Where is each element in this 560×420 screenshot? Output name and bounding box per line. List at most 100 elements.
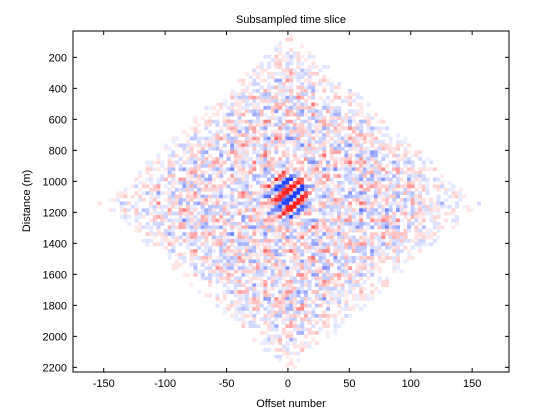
heatmap-cell [396,208,400,212]
heatmap-cell [447,181,452,185]
heatmap-cell [226,290,231,294]
heatmap-cell [307,222,312,226]
heatmap-cell [436,222,441,226]
heatmap-cell [278,269,283,274]
heatmap-cell [289,164,294,168]
heatmap-cell [300,320,305,325]
heatmap-cell [388,160,393,165]
heatmap-cell [193,119,198,124]
heatmap-cell [340,320,345,325]
heatmap-cell [211,184,216,189]
heatmap-cell [296,279,301,284]
heatmap-cell [281,259,286,264]
heatmap-cell [385,242,389,247]
heatmap-cell [186,273,190,277]
heatmap-cell [351,208,356,212]
heatmap-cell [281,201,286,206]
heatmap-cell [362,170,367,175]
heatmap-cell [292,245,297,250]
heatmap-cell [344,259,349,264]
heatmap-cell [303,133,308,137]
heatmap-cell [296,61,301,66]
heatmap-cell [145,242,150,247]
heatmap-cell [307,78,312,83]
heatmap-cell [171,249,176,253]
heatmap-cell [289,337,294,342]
heatmap-cell [373,126,378,131]
heatmap-cell [303,106,308,110]
heatmap-cell [193,266,198,270]
heatmap-cell [267,198,272,202]
heatmap-cell [215,119,220,124]
heatmap-cell [337,300,342,305]
heatmap-cell [278,133,283,137]
heatmap-cell [300,194,305,199]
heatmap-cell [248,286,253,291]
heatmap-cell [208,160,213,165]
heatmap-cell [370,126,375,131]
heatmap-cell [381,153,386,158]
heatmap-cell [215,164,220,168]
heatmap-cell [403,239,408,243]
heatmap-cell [222,99,227,103]
heatmap-cell [241,194,246,199]
heatmap-cell [244,119,249,124]
heatmap-cell [414,215,419,219]
heatmap-cell [211,167,216,172]
heatmap-cell [303,204,308,209]
heatmap-cell [252,106,257,110]
heatmap-cell [314,314,319,318]
heatmap-cell [425,157,430,161]
heatmap-cell [407,211,412,216]
heatmap-cell [322,286,327,291]
heatmap-cell [314,218,319,223]
heatmap-cell [263,204,268,209]
heatmap-cell [344,245,349,250]
heatmap-cell [241,89,246,93]
heatmap-cell [119,208,124,212]
heatmap-cell [152,204,157,209]
heatmap-cell [344,126,349,131]
heatmap-cell [226,177,231,182]
heatmap-cell [322,204,327,209]
heatmap-cell [296,78,301,83]
heatmap-cell [307,82,312,86]
heatmap-cell [396,222,400,226]
heatmap-cell [241,211,246,216]
heatmap-cell [285,129,290,134]
heatmap-cell [307,320,312,325]
heatmap-cell [314,146,319,151]
heatmap-cell [274,106,279,110]
heatmap-cell [230,150,235,154]
heatmap-cell [263,273,268,277]
heatmap-cell [197,140,201,144]
heatmap-cell [252,133,257,137]
heatmap-cell [200,256,205,260]
heatmap-cell [156,228,161,233]
heatmap-cell [289,222,294,226]
heatmap-cell [292,242,297,247]
heatmap-cell [381,157,386,161]
heatmap-cell [318,283,323,287]
heatmap-cell [270,201,275,206]
heatmap-cell [270,198,275,202]
heatmap-cell [311,95,316,100]
heatmap-cell [189,211,194,216]
heatmap-cell [289,331,294,335]
heatmap-cell [296,358,301,363]
heatmap-cell [296,174,301,178]
heatmap-cell [237,310,242,315]
heatmap-cell [211,215,216,219]
heatmap-cell [267,290,272,294]
heatmap-cell [222,170,227,175]
heatmap-cell [149,239,154,243]
heatmap-cell [256,89,260,93]
heatmap-cell [233,164,238,168]
heatmap-cell [373,262,378,267]
heatmap-cell [344,160,349,165]
heatmap-cell [278,58,283,62]
heatmap-cell [200,136,205,141]
heatmap-cell [241,262,246,267]
heatmap-cell [373,201,378,206]
heatmap-cell [263,211,268,216]
